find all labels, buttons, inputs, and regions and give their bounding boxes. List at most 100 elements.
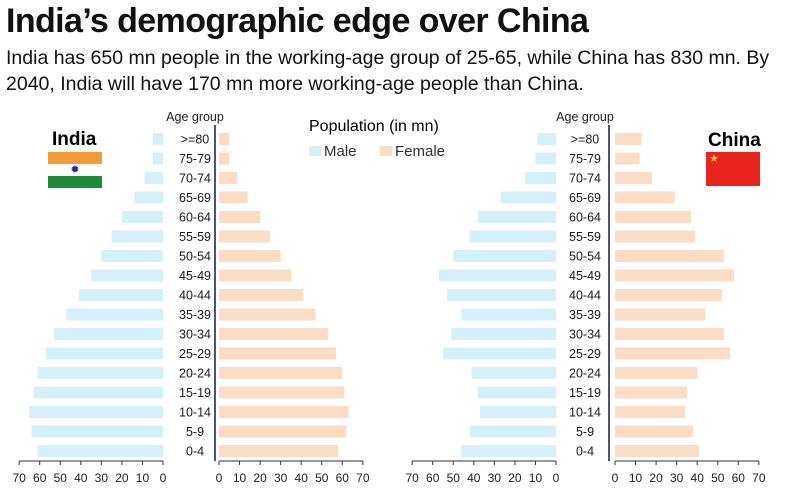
china-female-bar-20-24: [615, 367, 698, 379]
india-female-tick-label: 40: [295, 471, 309, 485]
india-male-tick-label: 10: [136, 471, 150, 485]
india-age-label: 0-4: [186, 445, 204, 459]
india-female-bar-50-54: [219, 250, 281, 262]
india-male-bar-15-19: [33, 386, 163, 399]
india-male-bar-65-69: [134, 191, 163, 204]
china-male-bar-45-49: [438, 269, 556, 282]
india-female-tick-label: 70: [356, 471, 370, 485]
india-male-bar-50-54: [101, 250, 163, 262]
china-male-tick-label: 70: [405, 471, 419, 485]
india-flag-saffron-stripe: [48, 152, 102, 164]
china-flag-icon: ★: [706, 152, 760, 186]
india-age-label: 10-14: [179, 406, 211, 420]
india-age-label: 65-69: [179, 191, 211, 205]
page-title: India’s demographic edge over China: [6, 2, 589, 40]
china-age-label: 35-39: [569, 308, 601, 322]
india-male-bar-5-9: [31, 425, 164, 438]
india-female-bar-30-34: [219, 328, 328, 340]
china-female-tick-label: 50: [711, 471, 725, 485]
china-female-tick-label: 30: [670, 471, 684, 485]
india-male-bar-40-44: [78, 289, 163, 301]
china-age-label: 70-74: [569, 172, 601, 186]
india-male-bar-75-79: [152, 152, 163, 165]
india-female-tick-label: 10: [233, 471, 247, 485]
india-male-tick-label: 70: [12, 471, 26, 485]
china-male-bar-35-39: [461, 308, 556, 321]
india-female-tick-label: 0: [216, 471, 223, 485]
china-female-bar-75-79: [615, 152, 640, 165]
india-female-bar-5-9: [219, 425, 347, 438]
india-female-bar-25-29: [219, 347, 337, 360]
china-male-tick-label: 60: [426, 471, 440, 485]
india-age-label: 20-24: [179, 367, 211, 381]
india-male-bar-10-14: [29, 406, 163, 418]
china-female-tick-label: 70: [752, 471, 766, 485]
china-age-label: 10-14: [569, 406, 601, 420]
india-female-bar-65-69: [219, 191, 248, 204]
china-age-group-header: Age group: [556, 110, 614, 124]
india-age-label: 25-29: [179, 347, 211, 361]
india-female-bar->=80: [219, 133, 230, 145]
china-female-tick-label: 40: [691, 471, 705, 485]
china-age-label: 60-64: [569, 211, 601, 225]
legend-label-female: Female: [395, 143, 445, 160]
china-female-bar-35-39: [615, 308, 706, 321]
india-flag-green-stripe: [48, 176, 102, 188]
china-male-tick-label: 10: [529, 471, 543, 485]
india-female-tick-label: 50: [315, 471, 329, 485]
india-male-tick-label: 20: [115, 471, 129, 485]
india-male-tick-label: 50: [54, 471, 68, 485]
china-male-bar-5-9: [469, 425, 556, 438]
india-male-bar-70-74: [144, 172, 163, 184]
china-male-bar-65-69: [500, 191, 556, 204]
india-female-tick-label: 20: [253, 471, 267, 485]
india-age-label: 35-39: [179, 308, 211, 322]
india-male-bar-35-39: [66, 308, 163, 321]
india-male-bar-20-24: [37, 367, 163, 379]
china-female-bar-15-19: [615, 386, 687, 399]
india-male-bar->=80: [152, 133, 163, 145]
china-age-label: 55-59: [569, 230, 601, 244]
india-male-bar-45-49: [91, 269, 163, 282]
india-female-tick-label: 30: [274, 471, 288, 485]
china-flag-star-icon: ★: [709, 153, 719, 165]
ashoka-chakra-icon: ✹: [70, 164, 80, 176]
india-female-bar-70-74: [219, 172, 238, 184]
china-female-bar-40-44: [615, 289, 722, 301]
india-male-bar-0-4: [37, 445, 163, 457]
india-age-label: >=80: [181, 133, 210, 147]
india-age-group-header: Age group: [166, 110, 224, 124]
india-age-label: 70-74: [179, 172, 211, 186]
china-female-bar-50-54: [615, 250, 724, 262]
india-age-label: 55-59: [179, 230, 211, 244]
legend-title: Population (in mn): [309, 118, 439, 135]
china-male-bar-55-59: [469, 230, 556, 243]
india-female-bar-0-4: [219, 445, 339, 457]
legend-label-male: Male: [324, 143, 357, 160]
china-male-bar-30-34: [451, 328, 556, 340]
india-female-tick-label: 60: [336, 471, 350, 485]
india-female-bar-40-44: [219, 289, 304, 301]
china-female-bar-60-64: [615, 211, 692, 223]
china-male-bar-75-79: [535, 152, 556, 165]
india-age-label: 50-54: [179, 250, 211, 264]
china-age-label: 50-54: [569, 250, 601, 264]
china-age-label: 65-69: [569, 191, 601, 205]
india-female-bar-60-64: [219, 211, 261, 223]
india-female-bar-45-49: [219, 269, 291, 282]
china-age-label: 5-9: [576, 425, 594, 439]
china-pyramid: Age group >=80 75-79 70-74 65-69 60-64 55-59 50…: [405, 110, 765, 485]
china-male-tick-label: 40: [467, 471, 481, 485]
india-age-label: 5-9: [186, 425, 204, 439]
legend-swatch-male: [309, 146, 321, 156]
india-male-tick-label: 30: [95, 471, 109, 485]
india-female-bar-15-19: [219, 386, 345, 399]
china-male-bar-10-14: [479, 406, 556, 418]
china-male-tick-label: 0: [553, 471, 560, 485]
china-label: China: [708, 130, 761, 151]
india-age-label: 30-34: [179, 328, 211, 342]
india-pyramid: Age group >=80 75-79 70-74 65-69 60-64 55-59 50…: [12, 110, 369, 485]
india-age-label: 75-79: [179, 152, 211, 166]
india-male-tick-label: 40: [74, 471, 88, 485]
india-male-bar-60-64: [121, 211, 163, 223]
